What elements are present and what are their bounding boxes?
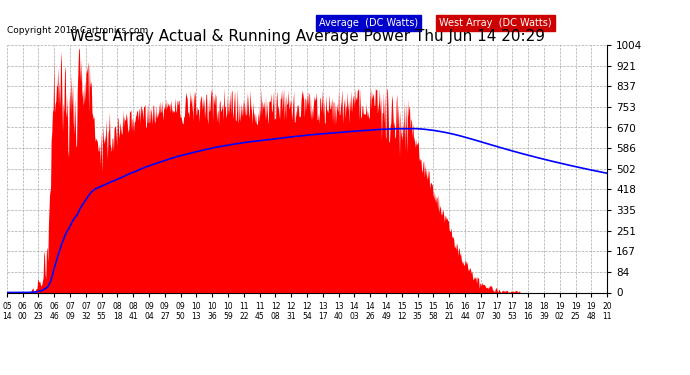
Text: Copyright 2018 Cartronics.com: Copyright 2018 Cartronics.com bbox=[7, 26, 148, 35]
Title: West Array Actual & Running Average Power Thu Jun 14 20:29: West Array Actual & Running Average Powe… bbox=[70, 29, 544, 44]
Text: Average  (DC Watts): Average (DC Watts) bbox=[319, 18, 418, 28]
Text: West Array  (DC Watts): West Array (DC Watts) bbox=[439, 18, 552, 28]
